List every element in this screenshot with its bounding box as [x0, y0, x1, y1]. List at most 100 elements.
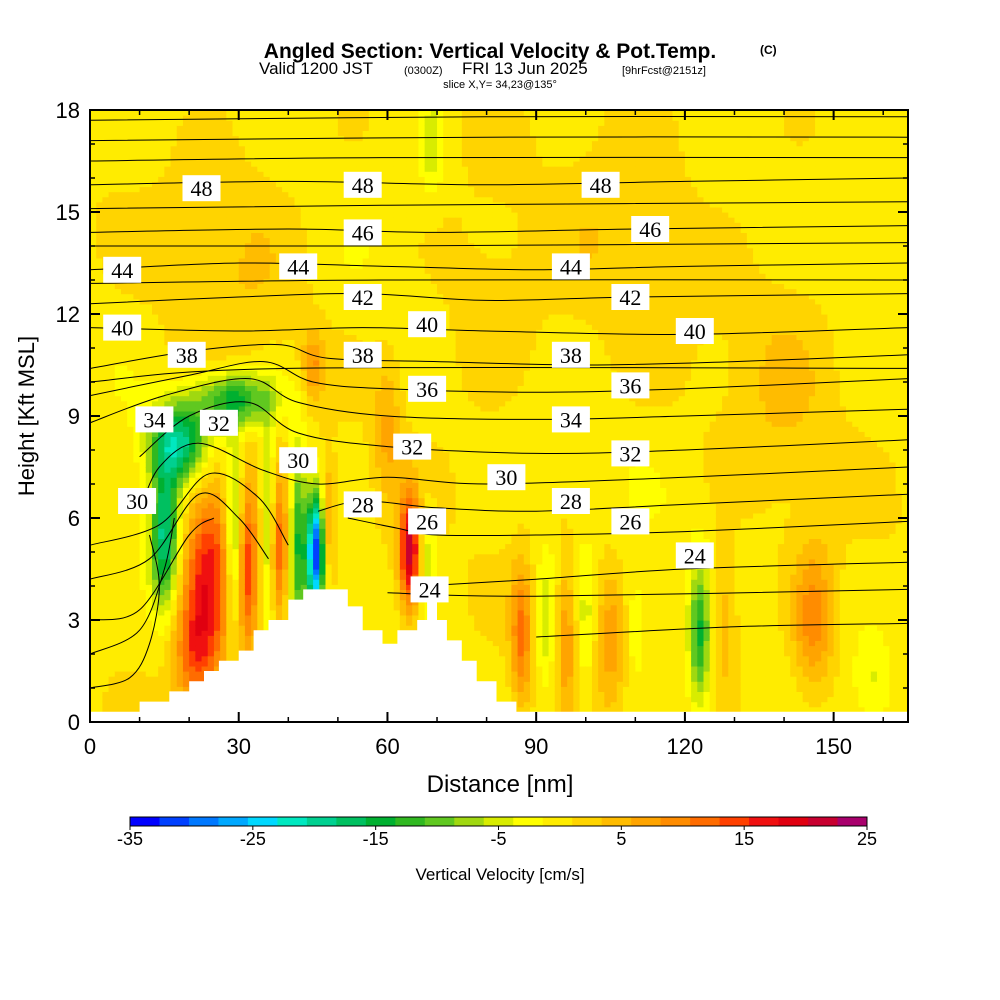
velocity-cell: [319, 171, 327, 177]
velocity-cell: [102, 416, 110, 422]
velocity-cell: [257, 456, 265, 463]
velocity-cell: [213, 477, 221, 483]
velocity-cell: [331, 482, 339, 488]
velocity-cell: [232, 120, 240, 126]
velocity-cell: [325, 507, 333, 514]
velocity-cell: [96, 176, 103, 182]
velocity-cell: [288, 125, 296, 131]
velocity-cell: [133, 671, 141, 677]
velocity-cell: [195, 589, 203, 596]
velocity-cell: [114, 477, 122, 483]
velocity-cell: [96, 518, 103, 524]
velocity-cell: [189, 303, 196, 310]
velocity-cell: [145, 242, 153, 249]
velocity-cell: [127, 370, 134, 376]
velocity-cell: [213, 599, 221, 606]
velocity-cell: [176, 283, 184, 290]
velocity-cell: [288, 227, 296, 233]
velocity-cell: [158, 589, 165, 596]
velocity-cell: [133, 288, 141, 295]
velocity-cell: [269, 339, 277, 346]
velocity-cell: [108, 482, 116, 488]
velocity-cell: [158, 584, 165, 590]
velocity-cell: [275, 222, 283, 228]
velocity-cell: [207, 405, 215, 412]
velocity-cell: [269, 512, 277, 519]
velocity-cell: [164, 227, 172, 233]
velocity-cell: [127, 701, 134, 708]
velocity-cell: [244, 604, 252, 611]
velocity-cell: [244, 140, 252, 147]
velocity-cell: [158, 548, 165, 555]
velocity-cell: [189, 314, 196, 320]
velocity-cell: [176, 145, 184, 152]
velocity-cell: [189, 212, 196, 218]
velocity-cell: [306, 477, 314, 483]
velocity-cell: [127, 456, 134, 463]
velocity-cell: [170, 579, 178, 585]
velocity-cell: [182, 324, 190, 330]
velocity-cell: [145, 467, 153, 473]
velocity-cell: [275, 293, 283, 300]
velocity-cell: [300, 380, 308, 386]
velocity-cell: [114, 375, 122, 381]
velocity-cell: [201, 563, 209, 570]
velocity-cell: [139, 645, 147, 652]
velocity-cell: [257, 329, 265, 335]
velocity-cell: [102, 620, 110, 626]
velocity-cell: [108, 676, 116, 682]
velocity-cell: [319, 548, 327, 555]
velocity-cell: [232, 599, 240, 606]
velocity-cell: [220, 467, 227, 473]
velocity-cell: [251, 237, 258, 244]
velocity-cell: [319, 451, 327, 458]
velocity-cell: [102, 518, 110, 524]
velocity-cell: [294, 482, 302, 488]
velocity-cell: [275, 487, 283, 494]
velocity-cell: [294, 574, 302, 580]
velocity-cell: [164, 625, 172, 631]
velocity-cell: [325, 431, 333, 437]
velocity-cell: [306, 171, 314, 177]
velocity-cell: [201, 614, 209, 621]
velocity-cell: [164, 502, 172, 509]
velocity-cell: [288, 507, 296, 514]
velocity-cell: [195, 569, 203, 575]
velocity-cell: [238, 365, 246, 371]
velocity-cell: [313, 278, 320, 284]
velocity-cell: [182, 599, 190, 606]
velocity-cell: [207, 507, 215, 514]
velocity-cell: [263, 451, 271, 458]
velocity-cell: [232, 191, 240, 198]
velocity-cell: [238, 334, 246, 341]
velocity-cell: [102, 390, 110, 397]
velocity-cell: [207, 217, 215, 223]
velocity-cell: [201, 263, 209, 269]
velocity-cell: [195, 574, 203, 580]
velocity-cell: [282, 324, 289, 330]
velocity-cell: [139, 176, 147, 182]
velocity-cell: [139, 288, 147, 295]
velocity-cell: [325, 390, 333, 397]
velocity-cell: [257, 344, 265, 351]
velocity-cell: [257, 436, 265, 443]
velocity-cell: [127, 161, 134, 167]
velocity-cell: [275, 410, 283, 417]
velocity-cell: [139, 354, 147, 361]
velocity-cell: [275, 599, 283, 606]
velocity-cell: [182, 660, 190, 667]
velocity-cell: [313, 176, 320, 182]
velocity-cell: [170, 569, 178, 575]
velocity-cell: [213, 512, 221, 519]
velocity-cell: [133, 512, 141, 519]
velocity-cell: [226, 655, 234, 662]
velocity-cell: [114, 604, 122, 611]
velocity-cell: [96, 436, 103, 443]
velocity-cell: [257, 135, 265, 142]
velocity-cell: [220, 487, 227, 494]
velocity-cell: [170, 166, 178, 172]
velocity-cell: [164, 252, 172, 259]
velocity-cell: [139, 135, 147, 142]
velocity-cell: [207, 436, 215, 443]
velocity-cell: [176, 676, 184, 682]
